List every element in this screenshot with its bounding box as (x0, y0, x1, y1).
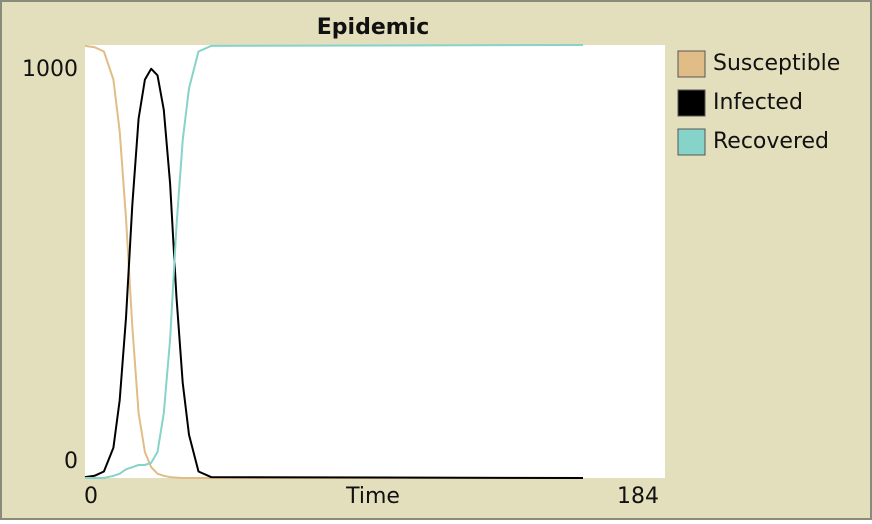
x-tick-label: 0 (84, 484, 98, 509)
chart-title: Epidemic (317, 15, 430, 40)
legend-label: Recovered (713, 129, 829, 154)
y-tick-label: 0 (64, 449, 78, 474)
x-axis-label: Time (345, 484, 400, 509)
series-line (84, 67, 584, 479)
legend-swatch (677, 128, 706, 156)
y-tick-label: 1000 (22, 57, 78, 82)
x-tick-label: 184 (617, 484, 659, 509)
legend-swatch (677, 50, 706, 78)
legend-label: Infected (713, 90, 803, 115)
legend-swatch (677, 89, 706, 117)
series-line (84, 44, 583, 479)
series-line (85, 44, 584, 479)
legend-label: Susceptible (713, 51, 840, 76)
plot-area (85, 45, 665, 478)
